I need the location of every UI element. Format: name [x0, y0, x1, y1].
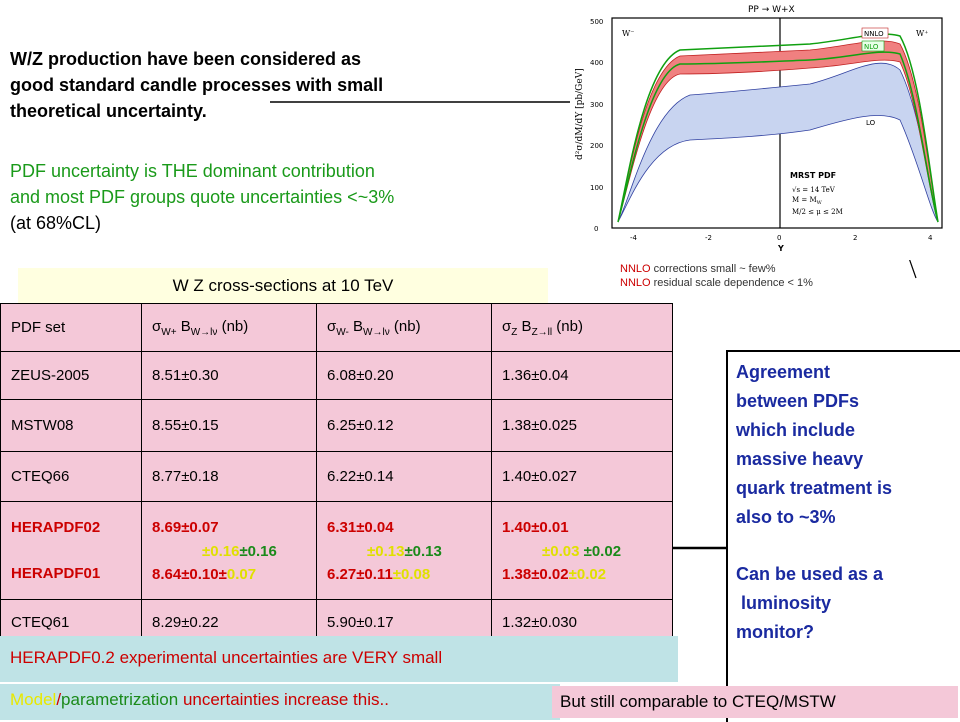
cell-z: 1.36±0.04	[491, 351, 673, 400]
cond-mass: M = MW	[792, 196, 823, 206]
pdf-uncertainty-note: PDF uncertainty is THE dominant contribu…	[10, 158, 530, 236]
nlo-legend: NLO	[864, 43, 879, 51]
cell-pdf-set: ZEUS-2005	[0, 351, 142, 400]
bottom-bar-1	[0, 636, 678, 682]
table-title: W Z cross-sections at 10 TeV	[172, 276, 394, 295]
cell-w-minus: 6.08±0.20	[316, 351, 492, 400]
xtick-label: 2	[853, 234, 857, 242]
cell-w-minus: 6.25±0.12	[316, 399, 492, 452]
intro-line: W/Z production have been considered as	[10, 49, 362, 69]
bottom-bar-2	[0, 684, 560, 720]
nnlo-band	[617, 33, 939, 223]
herapdf02-label: HERAPDF02	[11, 518, 101, 536]
agreement-box	[726, 350, 960, 722]
cell-w-minus: 6.22±0.14	[316, 451, 492, 502]
table-row: ZEUS-2005 8.51±0.30 6.08±0.20 1.36±0.04	[0, 351, 673, 400]
ytick-label: 100	[590, 184, 603, 192]
comparison-box	[552, 686, 958, 718]
xtick-label: 0	[777, 234, 781, 242]
cell-z: 1.40±0.027	[491, 451, 673, 502]
table-title-bar	[18, 268, 548, 304]
herapdf01-label: HERAPDF01	[11, 564, 101, 582]
w-plus-tag: W⁺	[916, 29, 928, 38]
model-uncertainty-note: Model/parametrization uncertainties incr…	[10, 690, 389, 709]
cell-w-plus: 8.77±0.18	[141, 451, 317, 502]
table-row: CTEQ66 8.77±0.18 6.22±0.14 1.40±0.027	[0, 451, 673, 502]
xtick-label: -2	[705, 234, 712, 242]
pdf-note-line: PDF uncertainty is THE dominant contribu…	[10, 161, 375, 181]
ytick-label: 200	[590, 142, 603, 150]
plot-ylabel: d²σ/dM/dY [pb/GeV]	[575, 68, 585, 160]
nnlo-note: NNLO corrections small ~ few% NNLO resid…	[620, 262, 813, 290]
lo-legend: LO	[866, 119, 876, 127]
intro-text: W/Z production have been considered as g…	[10, 46, 520, 124]
cell-z: 1.38±0.025	[491, 399, 673, 452]
intro-line: good standard candle processes with smal…	[10, 75, 384, 95]
cell-z: 1.40±0.01 ±0.03 ±0.02 1.38±0.02±0.02	[491, 501, 673, 600]
cell-w-plus: 8.55±0.15	[141, 399, 317, 452]
plot-title: PP → W+X	[748, 5, 795, 15]
nnlo-legend: NNLO	[864, 30, 884, 38]
ytick-label: 300	[590, 101, 603, 109]
table-header-row: PDF set σW+ BW→lν (nb) σW- BW→lν (nb) σZ…	[0, 303, 673, 352]
header-w-plus: σW+ BW→lν (nb)	[141, 303, 317, 352]
agreement-text: Agreement between PDFs which include mas…	[736, 362, 893, 642]
ytick-label: 500	[590, 18, 603, 26]
xtick-label: -4	[630, 234, 638, 242]
w-minus-tag: W⁻	[622, 29, 634, 38]
nlo-legend-box	[861, 40, 885, 52]
header-z: σZ BZ→ll (nb)	[491, 303, 673, 352]
comparison-note: But still comparable to CTEQ/MSTW	[560, 692, 836, 711]
cell-w-plus: 8.69±0.07 ±0.16±0.16 8.64±0.10±0.07	[141, 501, 317, 600]
plot-xlabel: Y	[777, 244, 784, 253]
nnlo-legend-box	[861, 27, 889, 39]
herapdf-uncertainty-note: HERAPDF0.2 experimental uncertainties ar…	[10, 648, 443, 667]
ytick-label: 400	[590, 59, 603, 67]
cell-pdf-set: CTEQ66	[0, 451, 142, 502]
pdf-note-line: and most PDF groups quote uncertainties …	[10, 187, 395, 207]
table-row-herapdf: HERAPDF02 HERAPDF01 8.69±0.07 ±0.16±0.16…	[0, 501, 673, 600]
cell-w-plus: 8.51±0.30	[141, 351, 317, 400]
rapidity-plot: PP → W+X d²σ/dM/dY [pb/GeV] 0 100 200 30…	[570, 0, 960, 300]
mrst-pdf-label: MRST PDF	[790, 171, 836, 180]
header-pdf-set: PDF set	[0, 303, 142, 352]
ytick-label: 0	[594, 225, 598, 233]
nnlo-note-line: NNLO residual scale dependence < 1%	[620, 277, 813, 289]
plot-svg: PP → W+X d²σ/dM/dY [pb/GeV] 0 100 200 30…	[570, 0, 960, 260]
pdf-note-line: (at 68%CL)	[10, 213, 102, 233]
cell-pdf-set: MSTW08	[0, 399, 142, 452]
cond-sqrt-s: √s = 14 TeV	[792, 186, 836, 194]
table-row: MSTW08 8.55±0.15 6.25±0.12 1.38±0.025	[0, 399, 673, 452]
plot-frame	[611, 17, 943, 229]
header-w-minus: σW- BW→lν (nb)	[316, 303, 492, 352]
nnlo-note-line: NNLO corrections small ~ few%	[620, 263, 776, 275]
intro-line: theoretical uncertainty.	[10, 101, 207, 121]
cell-w-minus: 6.31±0.04 ±0.13±0.13 6.27±0.11±0.08	[316, 501, 492, 600]
cell-pdf-set: HERAPDF02 HERAPDF01	[0, 501, 142, 600]
cross-section-table: PDF set σW+ BW→lν (nb) σW- BW→lν (nb) σZ…	[0, 303, 673, 646]
cond-scale: M/2 ≤ μ ≤ 2M	[792, 208, 843, 216]
xtick-label: 4	[928, 234, 933, 242]
